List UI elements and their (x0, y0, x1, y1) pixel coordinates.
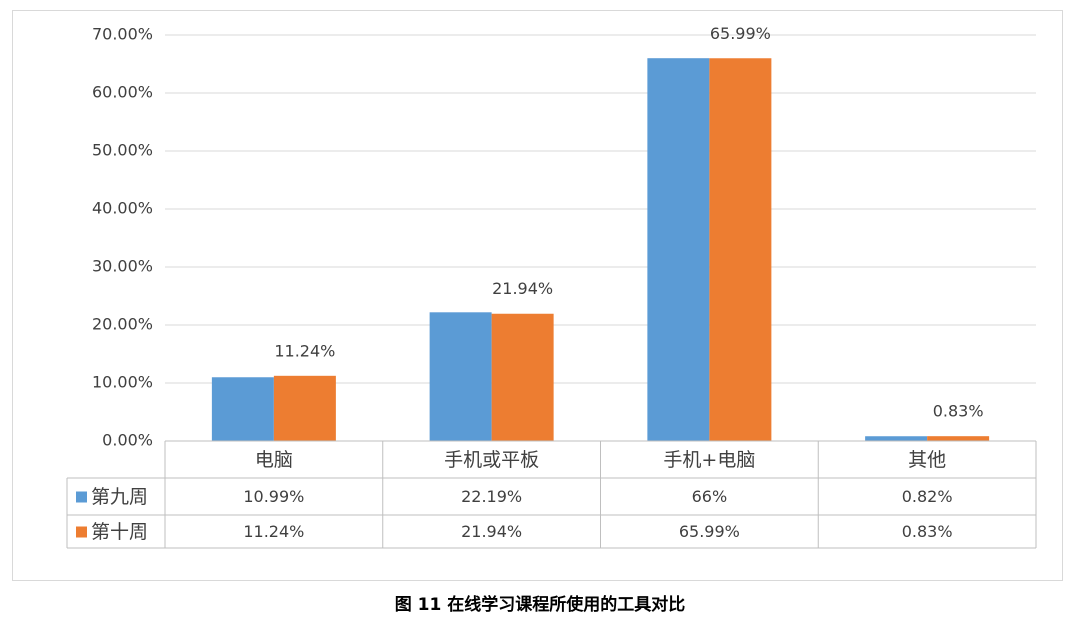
table-cell: 65.99% (679, 522, 740, 541)
legend-key (76, 491, 87, 503)
table-cell: 66% (692, 487, 728, 506)
x-tick-label: 手机或平板 (444, 449, 539, 471)
bar (429, 312, 492, 441)
y-tick-label: 20.00% (92, 315, 153, 334)
y-tick-label: 50.00% (92, 141, 153, 160)
x-tick-label: 手机+电脑 (663, 449, 755, 471)
table-cell: 0.82% (902, 487, 953, 506)
x-tick-label: 其他 (908, 449, 946, 471)
chart-border (12, 10, 1063, 581)
table-cell: 10.99% (243, 487, 304, 506)
legend-label: 第九周 (91, 486, 148, 508)
legend-key (76, 526, 87, 538)
y-tick-label: 30.00% (92, 257, 153, 276)
table-cell: 11.24% (243, 522, 304, 541)
x-tick-label: 电脑 (255, 449, 293, 471)
y-tick-label: 0.00% (102, 431, 153, 450)
table-cell: 21.94% (461, 522, 522, 541)
y-tick-label: 10.00% (92, 373, 153, 392)
chart-title: 图 11 在线学习课程所使用的工具对比 (395, 594, 686, 615)
legend-label: 第十周 (91, 521, 148, 543)
y-tick-label: 60.00% (92, 83, 153, 102)
data-label: 0.83% (933, 402, 984, 421)
bar (647, 58, 710, 441)
bar (211, 377, 274, 441)
y-tick-label: 40.00% (92, 199, 153, 218)
data-label: 21.94% (492, 279, 553, 298)
table-cell: 22.19% (461, 487, 522, 506)
data-label: 65.99% (710, 24, 771, 43)
bar (709, 58, 772, 442)
bar (273, 375, 336, 441)
bar (927, 436, 990, 441)
bar (865, 436, 928, 441)
table-cell: 0.83% (902, 522, 953, 541)
bar (491, 313, 554, 441)
y-tick-label: 70.00% (92, 25, 153, 44)
data-label: 11.24% (274, 341, 335, 360)
